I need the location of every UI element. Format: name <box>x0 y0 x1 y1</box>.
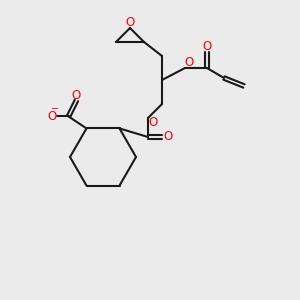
Text: O: O <box>148 116 158 130</box>
Text: O: O <box>184 56 194 70</box>
Text: O: O <box>72 89 81 102</box>
Text: O: O <box>202 40 211 53</box>
Text: −: − <box>51 104 60 114</box>
Text: O: O <box>164 130 172 143</box>
Text: O: O <box>47 110 56 123</box>
Text: O: O <box>125 16 135 29</box>
